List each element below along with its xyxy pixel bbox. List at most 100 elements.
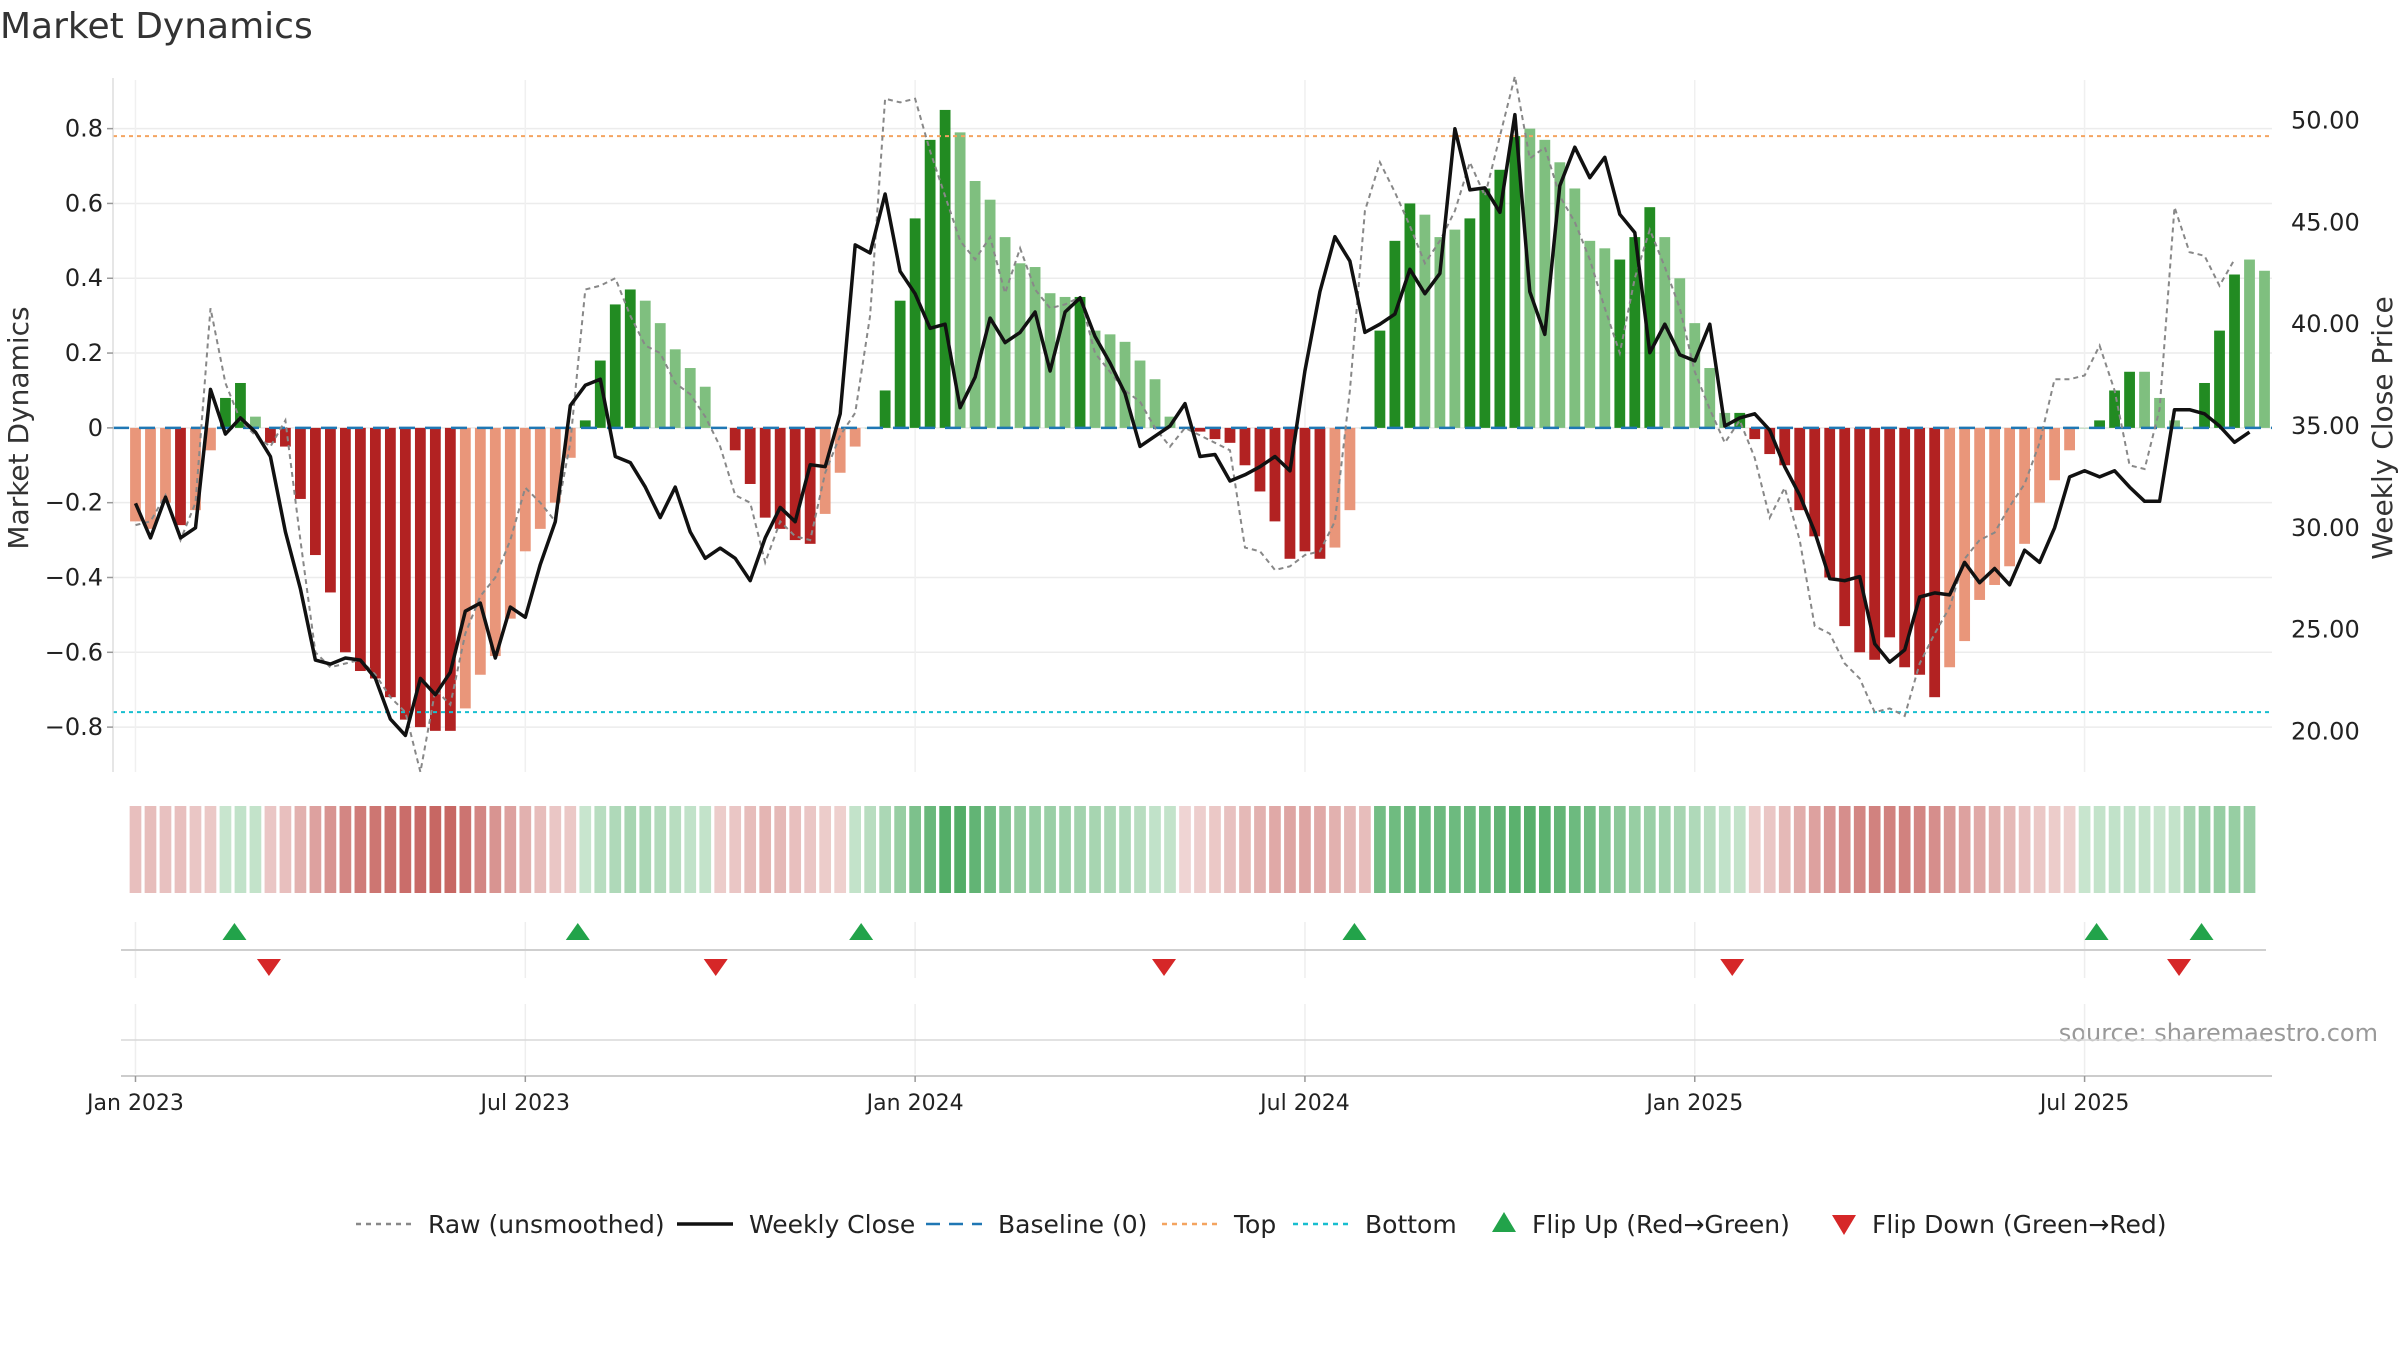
bar: [1734, 412, 1746, 428]
bar: [2124, 371, 2135, 428]
strip-cell: [924, 806, 936, 893]
bar: [2049, 427, 2060, 481]
strip-cell: [1973, 806, 1986, 893]
bar: [1824, 427, 1836, 578]
flip-up-marker: [2084, 923, 2109, 940]
bar: [1974, 427, 1986, 600]
strip-cell: [384, 806, 397, 893]
strip-cell: [2108, 806, 2121, 893]
strip-cell: [1898, 806, 1911, 893]
bar: [1554, 162, 1566, 428]
bar: [1884, 427, 1896, 638]
strip-cell: [1029, 806, 1041, 893]
strip-cell: [669, 806, 682, 893]
bar: [1269, 427, 1281, 522]
flip-down-marker: [256, 959, 281, 976]
strip-cell: [1299, 806, 1311, 893]
strip-cell: [834, 806, 847, 893]
bar: [1404, 203, 1416, 428]
x-tick-label: Jan 2025: [1644, 1091, 1743, 1116]
strip-cell: [294, 806, 307, 893]
bar: [2109, 390, 2120, 428]
bar: [1254, 427, 1266, 492]
strip-cell: [1643, 806, 1656, 893]
strip-cell: [1793, 806, 1806, 893]
bar: [654, 323, 666, 428]
bar: [280, 427, 291, 447]
strip-cell: [909, 806, 921, 893]
bar: [1314, 427, 1326, 559]
bar: [339, 427, 351, 653]
x-tick-label: Jul 2023: [479, 1091, 571, 1116]
strip-cell: [2033, 806, 2046, 893]
strip-cell: [1733, 806, 1746, 893]
strip-cell: [1089, 806, 1101, 893]
y-tick-left-label: 0.2: [65, 339, 103, 367]
bar: [1464, 218, 1476, 428]
bar: [310, 427, 321, 556]
strip-cell: [714, 806, 727, 893]
strip-cell: [1958, 806, 1971, 893]
axes-layer: 0.8 0.6 0.4 0.2 0 −0.2 −0.4 −0.6 −0.8 50.00 45.00 4…: [45, 78, 2360, 772]
strip-cell: [459, 806, 472, 893]
strip-cell: [1374, 806, 1386, 893]
strip-cell: [1853, 806, 1866, 893]
y-tick-left-label: −0.2: [45, 489, 103, 517]
bar: [1374, 330, 1386, 428]
strip-cell: [1239, 806, 1251, 893]
bar: [444, 427, 456, 731]
legend-label: Weekly Close: [749, 1210, 915, 1239]
strip-cell: [189, 806, 202, 893]
flip-up-marker: [222, 923, 247, 940]
strip-cell: [1838, 806, 1851, 893]
strip-cell: [1269, 806, 1281, 893]
flip-up-marker: [1342, 923, 1367, 940]
strip-cell: [474, 806, 487, 893]
bar: [1914, 427, 1926, 675]
strip-cell: [2078, 806, 2091, 893]
bar: [2244, 259, 2255, 428]
bar: [1794, 427, 1806, 511]
strip-cell: [1523, 806, 1536, 893]
bar: [609, 304, 621, 428]
strip-cell: [729, 806, 742, 893]
strip-cell: [1254, 806, 1266, 893]
bar: [1134, 360, 1146, 428]
strip-cell: [849, 806, 862, 893]
legend-label: Raw (unsmoothed): [428, 1210, 665, 1239]
bar: [2184, 427, 2195, 429]
bar: [1839, 427, 1851, 627]
bar: [1344, 427, 1356, 511]
y-axis-right-label: Weekly Close Price: [2366, 296, 2399, 559]
strip-cell: [699, 806, 712, 893]
bar: [1854, 427, 1866, 653]
y-tick-left-label: 0.6: [65, 189, 103, 217]
bar: [1194, 427, 1206, 432]
strip-cell: [1134, 806, 1146, 893]
bar: [2259, 270, 2270, 428]
strip-cell: [2153, 806, 2166, 893]
bar: [250, 416, 261, 428]
y-tick-left-label: −0.8: [45, 713, 103, 741]
strip-cell: [864, 806, 876, 893]
y-tick-left-label: 0.8: [65, 115, 103, 143]
strip-cell: [579, 806, 592, 893]
strip-cell: [219, 806, 232, 893]
strip-cell: [2018, 806, 2031, 893]
strip-cell: [1449, 806, 1461, 893]
bar: [549, 427, 561, 503]
x-tick-label: Jan 2024: [865, 1091, 964, 1116]
strip-cell: [2243, 806, 2256, 893]
strip-cell: [2123, 806, 2136, 893]
bar: [1089, 330, 1101, 428]
y-tick-right-label: 35.00: [2291, 412, 2360, 440]
strip-cell: [369, 806, 382, 893]
bar: [909, 218, 921, 428]
bar: [1434, 237, 1446, 428]
y-axis-left-label: Market Dynamics: [2, 306, 35, 549]
strip-cell: [1823, 806, 1836, 893]
strip-cell: [1613, 806, 1626, 893]
bar: [954, 132, 966, 428]
legend-flip-up-icon: [1492, 1212, 1516, 1232]
bar: [220, 397, 231, 428]
